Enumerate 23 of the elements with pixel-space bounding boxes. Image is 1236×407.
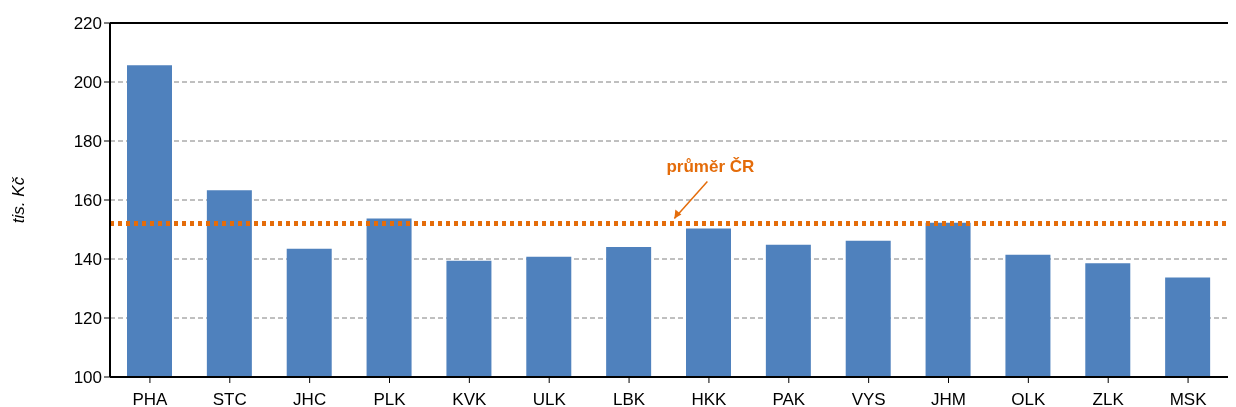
x-tick-label: MSK [1169, 390, 1208, 407]
x-tick-label: ULK [532, 390, 567, 407]
y-tick-label: 100 [73, 368, 102, 388]
x-tick-label: VYS [851, 390, 886, 407]
y-tick-label: 200 [73, 73, 102, 93]
x-tick-label: PLK [373, 390, 407, 407]
x-tick-label: PAK [772, 390, 806, 407]
y-tick-label: 140 [73, 250, 102, 270]
x-tick-label: ZLK [1092, 390, 1125, 407]
y-tick-label: 180 [73, 132, 102, 152]
x-tick-label: OLK [1011, 390, 1047, 407]
x-tick-label: STC [212, 390, 247, 407]
x-tick-label: KVK [452, 390, 488, 407]
y-tick-label: 160 [73, 191, 102, 211]
x-tick-label: PHA [132, 390, 169, 407]
x-tick-label: JHM [931, 390, 966, 407]
ref-line-label: průměr ČR [666, 156, 755, 176]
x-tick-label: JHC [293, 390, 327, 407]
y-axis-title: tis. Kč [9, 176, 29, 224]
x-tick-label: HKK [691, 390, 728, 407]
y-tick-label: 220 [73, 14, 102, 34]
x-tick-label: LBK [613, 390, 646, 407]
y-tick-label: 120 [73, 309, 102, 329]
